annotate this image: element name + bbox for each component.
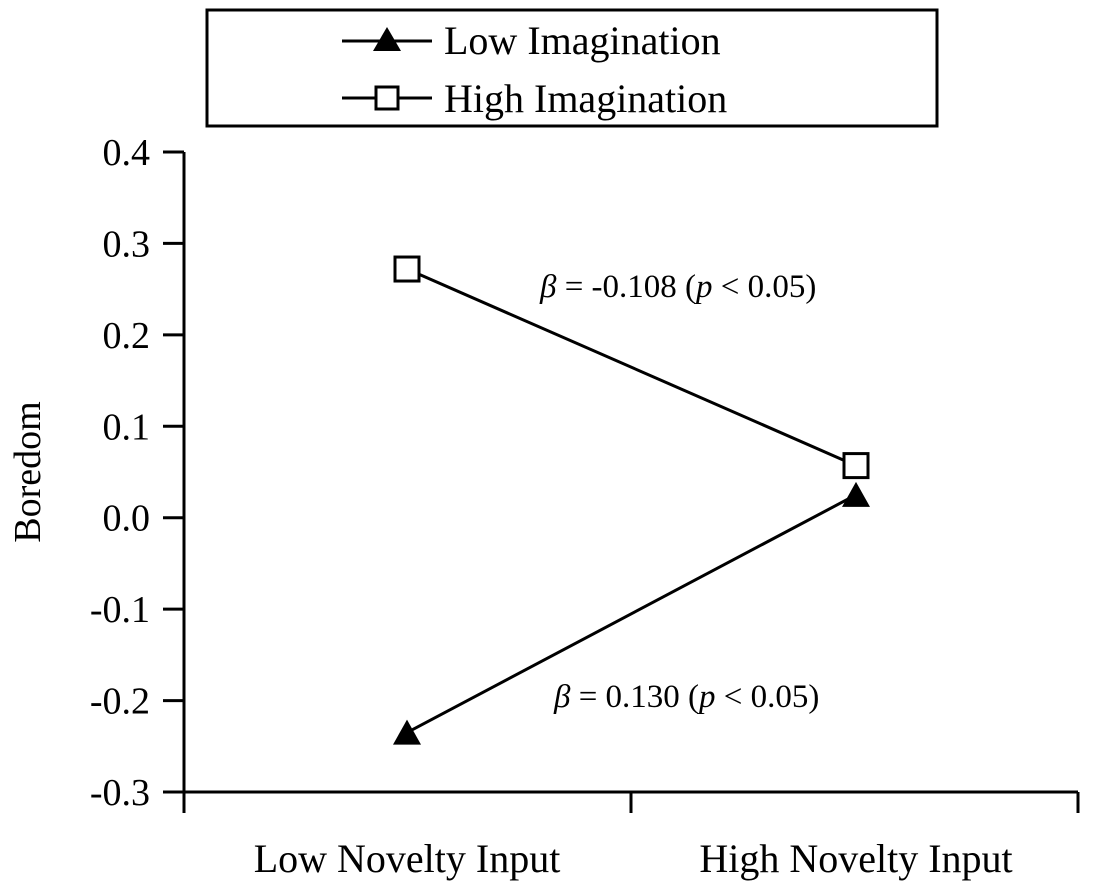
data-point-high-imagination xyxy=(842,452,870,480)
x-ticks xyxy=(182,792,1080,813)
beta-symbol: β xyxy=(539,269,557,305)
y-tick-label: 0.1 xyxy=(103,406,151,448)
p-symbol: p xyxy=(697,679,716,715)
y-tick-label: 0.0 xyxy=(103,498,151,540)
data-point-high-imagination xyxy=(393,255,421,283)
annotation-tail: < 0.05) xyxy=(713,269,817,305)
legend-triangle-marker xyxy=(373,27,401,51)
y-ticks: 0.4 0.3 0.2 0.1 0.0 -0.1 -0.2 -0.3 xyxy=(90,132,184,814)
series-line-low-imagination xyxy=(406,493,857,734)
beta-symbol: β xyxy=(553,679,571,715)
legend-item-low-imagination: Low Imagination xyxy=(342,18,721,63)
y-tick-label: -0.3 xyxy=(90,772,150,814)
series-layer xyxy=(393,255,870,745)
annotation-tail: < 0.05) xyxy=(716,679,820,715)
annotation-value: = -0.108 ( xyxy=(556,269,696,305)
legend-label-low-imagination: Low Imagination xyxy=(444,18,721,63)
y-tick-label: -0.2 xyxy=(90,681,150,723)
legend-item-high-imagination: High Imagination xyxy=(342,76,727,121)
y-axis-label: Boredom xyxy=(7,401,49,542)
legend-square-marker xyxy=(374,85,400,111)
y-tick-label: 0.3 xyxy=(103,223,151,265)
annotation-value: = 0.130 ( xyxy=(570,679,699,715)
legend: Low Imagination High Imagination xyxy=(205,8,939,128)
annotation-high-imagination-beta: β = -0.108 (p < 0.05) xyxy=(539,269,816,305)
legend-label-high-imagination: High Imagination xyxy=(444,76,727,121)
data-point-low-imagination xyxy=(393,719,421,745)
x-category-label-low-novelty: Low Novelty Input xyxy=(254,836,561,881)
series-line-high-imagination xyxy=(406,267,857,467)
y-tick-label: -0.1 xyxy=(90,589,150,631)
y-tick-label: 0.4 xyxy=(103,132,151,174)
y-tick-label: 0.2 xyxy=(103,315,151,357)
data-point-low-imagination xyxy=(842,481,870,507)
axes: 0.4 0.3 0.2 0.1 0.0 -0.1 -0.2 -0.3 Low Novelty … xyxy=(7,132,1080,881)
p-symbol: p xyxy=(694,269,713,305)
x-category-label-high-novelty: High Novelty Input xyxy=(699,836,1012,881)
legend-box xyxy=(205,8,939,128)
annotation-low-imagination-beta: β = 0.130 (p < 0.05) xyxy=(553,679,819,715)
